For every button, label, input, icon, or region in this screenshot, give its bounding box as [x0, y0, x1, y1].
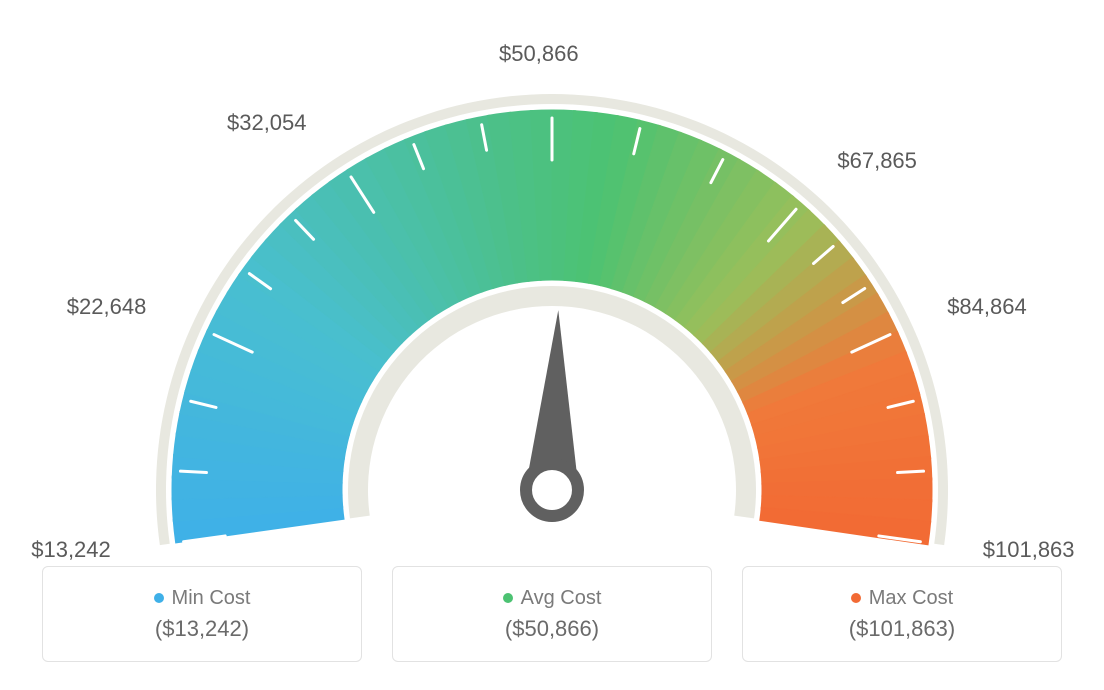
legend-row: Min Cost ($13,242) Avg Cost ($50,866) Ma…	[42, 566, 1062, 662]
legend-card-max: Max Cost ($101,863)	[742, 566, 1062, 662]
gauge-tick-label: $32,054	[227, 110, 307, 136]
legend-value-min: ($13,242)	[155, 616, 249, 642]
gauge-svg	[62, 30, 1042, 550]
legend-label-max: Max Cost	[869, 587, 953, 610]
gauge-tick-label: $67,865	[837, 148, 917, 174]
legend-card-min: Min Cost ($13,242)	[42, 566, 362, 662]
gauge-tick-label: $101,863	[983, 537, 1075, 563]
gauge-tick-label: $13,242	[31, 537, 111, 563]
legend-dot-min	[154, 593, 164, 603]
gauge-tick-label: $84,864	[947, 294, 1027, 320]
gauge-chart: $13,242$22,648$32,054$50,866$67,865$84,8…	[62, 30, 1042, 550]
legend-dot-avg	[503, 593, 513, 603]
gauge-tick-label: $50,866	[499, 41, 579, 67]
legend-top: Min Cost	[154, 587, 251, 610]
legend-label-avg: Avg Cost	[521, 587, 602, 610]
legend-top: Avg Cost	[503, 587, 602, 610]
legend-top: Max Cost	[851, 587, 953, 610]
legend-card-avg: Avg Cost ($50,866)	[392, 566, 712, 662]
legend-value-max: ($101,863)	[849, 616, 955, 642]
legend-dot-max	[851, 593, 861, 603]
legend-value-avg: ($50,866)	[505, 616, 599, 642]
gauge-tick-label: $22,648	[67, 294, 147, 320]
legend-label-min: Min Cost	[172, 587, 251, 610]
